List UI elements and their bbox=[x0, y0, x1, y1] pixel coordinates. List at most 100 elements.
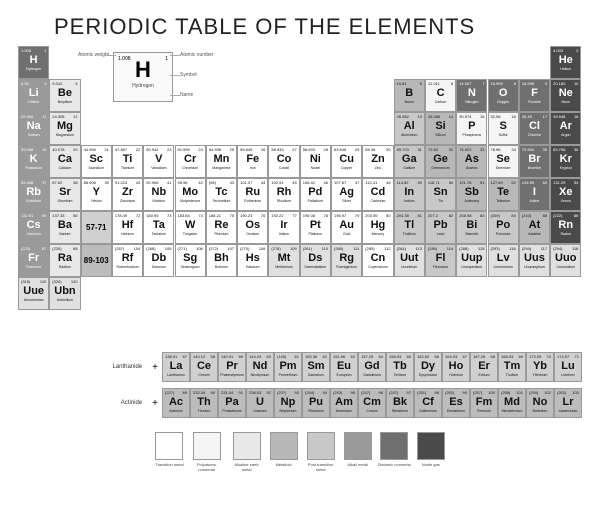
element-cell-tl: 204.3881TlThallium bbox=[394, 211, 425, 244]
category-alkaline_earth: Alkaline earth metal bbox=[230, 432, 264, 472]
element-cell-ca: 40.07820CaCalcium bbox=[49, 145, 80, 178]
element-cell-kr: 83.79836KrKrypton bbox=[550, 145, 581, 178]
element-cell-pd: 106.4246PdPalladium bbox=[300, 178, 331, 211]
element-cell-uut: (284)113UutUnuntrium bbox=[394, 244, 425, 277]
element-cell-ni: 58.69328NiNickel bbox=[300, 145, 331, 178]
element-cell-ho: 164.9367HoHolmium bbox=[442, 352, 470, 382]
element-cell-ra: (226)88RaRadium bbox=[49, 244, 80, 277]
element-cell-in: 114.8249InIndium bbox=[394, 178, 425, 211]
element-cell-mt: (276)109MtMeitnerium bbox=[268, 244, 299, 277]
lanth-marker: 57-71 bbox=[81, 211, 112, 244]
element-cell-mo: 95.9642MoMolybdenum bbox=[175, 178, 206, 211]
element-cell-tb: 158.9365TbTerbium bbox=[386, 352, 414, 382]
element-cell-ne: 20.18010NeNeon bbox=[550, 79, 581, 112]
element-cell-yb: 173.0570YbYtterbium bbox=[526, 352, 554, 382]
element-cell-uup: (288)115UupUnunpentium bbox=[456, 244, 487, 277]
element-cell-ge: 72.6332GeGermanium bbox=[425, 145, 456, 178]
category-transition: Transition metal bbox=[155, 432, 183, 472]
element-key-box: 1.008 1 H Hydrogen bbox=[113, 52, 173, 102]
element-cell-uue: (315)119UueUnunennium bbox=[18, 277, 49, 310]
element-cell-cl: 35.4517ClChlorine bbox=[519, 112, 550, 145]
element-cell-pm: (145)61PmPromethium bbox=[274, 352, 302, 382]
page-title: PERIODIC TABLE OF THE ELEMENTS bbox=[18, 14, 582, 40]
element-cell-sb: 121.7651SbAntimony bbox=[456, 178, 487, 211]
element-cell-tm: 168.9369TmThulium bbox=[498, 352, 526, 382]
element-cell-rf: (267)104RfRutherfordium bbox=[112, 244, 143, 277]
element-cell-br: 79.90435BrBromine bbox=[519, 145, 550, 178]
element-cell-bi: 208.9883BiBismuth bbox=[456, 211, 487, 244]
element-cell-th: 232.0490ThThorium bbox=[190, 388, 218, 418]
key-atomic-number: 1 bbox=[165, 56, 168, 62]
key-line-icon bbox=[170, 75, 180, 76]
element-cell-sc: 44.95621ScScandium bbox=[81, 145, 112, 178]
element-cell-h: 1.0081HHydrogen bbox=[18, 46, 49, 79]
element-cell-bk: (247)97BkBerkelium bbox=[386, 388, 414, 418]
key-atomic-weight: 1.008 bbox=[118, 56, 131, 62]
element-cell-am: (243)95AmAmericium bbox=[330, 388, 358, 418]
element-cell-er: 167.2668ErErbium bbox=[470, 352, 498, 382]
element-cell-uus: (294)117UusUnunseptium bbox=[519, 244, 550, 277]
element-cell-xe: 131.2954XeXenon bbox=[550, 178, 581, 211]
element-cell-zr: 91.22440ZrZirconium bbox=[112, 178, 143, 211]
element-cell-be: 9.0124BeBeryllium bbox=[49, 79, 80, 112]
element-cell-cd: 112.4148CdCadmium bbox=[362, 178, 393, 211]
element-cell-rg: (280)111RgRoentgenium bbox=[331, 244, 362, 277]
element-cell-na: 22.99011NaSodium bbox=[18, 112, 49, 145]
element-cell-ce: 140.1258CeCerium bbox=[190, 352, 218, 382]
element-cell-pb: 207.282PbLead bbox=[425, 211, 456, 244]
element-cell-db: (268)105DbDubnium bbox=[143, 244, 174, 277]
element-cell-co: 58.93327CoCobalt bbox=[268, 145, 299, 178]
element-cell-dy: 162.5066DyDysprosium bbox=[414, 352, 442, 382]
element-cell-f: 18.9989FFluorine bbox=[519, 79, 550, 112]
element-cell-as: 74.92233AsArsenic bbox=[456, 145, 487, 178]
element-cell-o: 15.9998OOxygen bbox=[488, 79, 519, 112]
element-cell-ru: 101.0744RuRuthenium bbox=[237, 178, 268, 211]
element-cell-zn: 65.3830ZnZinc bbox=[362, 145, 393, 178]
key-name: Hydrogen bbox=[122, 83, 164, 89]
element-cell-pu: (244)94PuPlutonium bbox=[302, 388, 330, 418]
element-cell-v: 50.94223VVanadium bbox=[143, 145, 174, 178]
key-line-icon bbox=[170, 55, 180, 56]
element-cell-mg: 24.30512MgMagnesium bbox=[49, 112, 80, 145]
element-cell-fl: (289)114FlFlerovium bbox=[425, 244, 456, 277]
element-cell-p: 30.97415PPhosphorus bbox=[456, 112, 487, 145]
element-cell-ac: (227)89AcActinium bbox=[162, 388, 190, 418]
element-cell-k: 39.09819KPotassium bbox=[18, 145, 49, 178]
element-cell-au: 196.9779AuGold bbox=[331, 211, 362, 244]
element-cell-mn: 54.93825MnManganese bbox=[206, 145, 237, 178]
element-cell-pt: 195.0878PtPlatinum bbox=[300, 211, 331, 244]
lanth-marker: 89-103 bbox=[81, 244, 112, 277]
element-cell-fr: (223)87FrFrancium bbox=[18, 244, 49, 277]
element-cell-sn: 118.7150SnTin bbox=[425, 178, 456, 211]
element-cell-cf: (251)98CfCalifornium bbox=[414, 388, 442, 418]
element-cell-nb: 92.90641NbNiobium bbox=[143, 178, 174, 211]
element-cell-se: 78.9634SeSelenium bbox=[488, 145, 519, 178]
element-cell-po: (209)84PoPolonium bbox=[488, 211, 519, 244]
category-post_transition: Post-transition metal bbox=[304, 432, 338, 472]
element-cell-w: 183.8474WTungsten bbox=[175, 211, 206, 244]
plus-icon: + bbox=[152, 352, 158, 382]
element-cell-rn: (222)86RnRadon bbox=[550, 211, 581, 244]
plus-icon: + bbox=[152, 388, 158, 418]
element-cell-y: 88.90639YYttrium bbox=[81, 178, 112, 211]
key-line-icon bbox=[106, 55, 116, 56]
element-cell-sr: 87.6238SrStrontium bbox=[49, 178, 80, 211]
element-cell-bh: (272)107BhBohrium bbox=[206, 244, 237, 277]
element-cell-ga: 69.72331GaGallium bbox=[394, 145, 425, 178]
element-cell-ubn: (320)120UbnUnbinilium bbox=[49, 277, 80, 310]
element-cell-te: 127.6052TeTellurium bbox=[488, 178, 519, 211]
key-label-name: Name bbox=[180, 92, 193, 98]
element-cell-sm: 150.3662SmSamarium bbox=[302, 352, 330, 382]
element-cell-uuo: (294)118UuoUnunoctium bbox=[550, 244, 581, 277]
element-cell-ar: 39.94818ArArgon bbox=[550, 112, 581, 145]
element-cell-fe: 55.84526FeIron bbox=[237, 145, 268, 178]
element-cell-ir: 192.2277IrIridium bbox=[268, 211, 299, 244]
category-alkali: Alkali metal bbox=[344, 432, 372, 472]
element-cell-ba: 137.3356BaBarium bbox=[49, 211, 80, 244]
category-noble: Noble gas bbox=[417, 432, 445, 472]
element-cell-cs: 132.9155CsCaesium bbox=[18, 211, 49, 244]
element-cell-eu: 151.9663EuEuropium bbox=[330, 352, 358, 382]
element-cell-cu: 63.54629CuCopper bbox=[331, 145, 362, 178]
element-cell-fm: (257)100FmFermium bbox=[470, 388, 498, 418]
category-polyatomic: Polyatomic nonmetal bbox=[190, 432, 224, 472]
